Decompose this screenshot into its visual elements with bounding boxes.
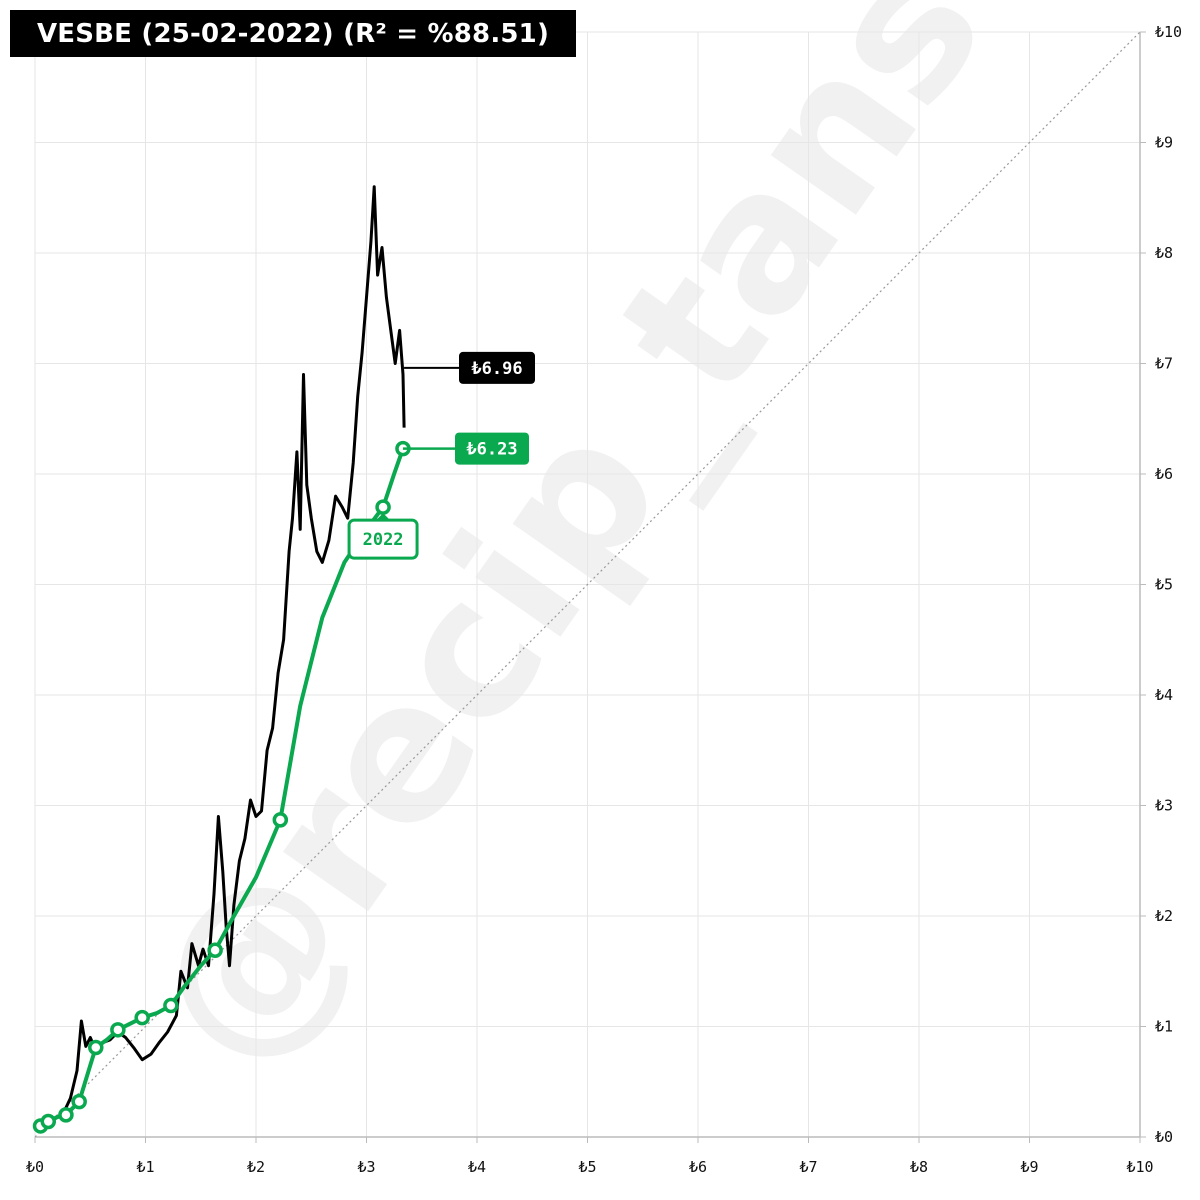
x-tick-label: ₺0 [26, 1158, 44, 1176]
x-tick-label: ₺1 [136, 1158, 154, 1176]
trend-point [58, 1107, 74, 1123]
chart-title: VESBE (25-02-2022) (R² = %88.51) [10, 10, 576, 57]
value-labels: ₺6.96 ₺6.23 2022 [347, 351, 535, 560]
x-axis-ticks: ₺0 ₺1 ₺2 ₺3 ₺4 ₺5 ₺6 ₺7 ₺8 ₺9 ₺10 [26, 1137, 1154, 1176]
x-tick-label: ₺7 [799, 1158, 817, 1176]
price-label-text: ₺6.96 [471, 359, 522, 379]
year-label-box [347, 518, 419, 560]
price-label-box [459, 351, 535, 384]
x-tick-label: ₺9 [1020, 1158, 1038, 1176]
x-tick-label: ₺10 [1126, 1158, 1153, 1176]
series-layer [32, 185, 411, 1134]
x-tick-label: ₺8 [910, 1158, 928, 1176]
x-tick-label: ₺4 [468, 1158, 486, 1176]
y-axis-ticks: ₺0 ₺1 ₺2 ₺3 ₺4 ₺5 ₺6 ₺7 ₺8 ₺9 ₺10 [1140, 23, 1182, 1146]
year-label-text: 2022 [363, 530, 404, 550]
x-tick-label: ₺2 [247, 1158, 265, 1176]
y-tick-label: ₺10 [1155, 23, 1182, 41]
y-tick-label: ₺0 [1155, 1128, 1173, 1146]
trend-point [71, 1093, 87, 1110]
y-tick-label: ₺3 [1155, 797, 1173, 815]
x-tick-label: ₺6 [689, 1158, 707, 1176]
y-tick-label: ₺5 [1155, 576, 1173, 594]
y-tick-label: ₺7 [1155, 355, 1173, 373]
y-tick-label: ₺1 [1155, 1018, 1173, 1036]
trend-point [272, 812, 289, 828]
y-tick-label: ₺4 [1155, 686, 1173, 704]
y-tick-label: ₺6 [1155, 465, 1173, 483]
trend-point [375, 499, 391, 515]
trend-point [88, 1039, 104, 1056]
trend-label-text: ₺6.23 [466, 440, 517, 460]
x-tick-label: ₺5 [578, 1158, 596, 1176]
y-tick-label: ₺8 [1155, 244, 1173, 262]
trend-label-box [455, 432, 529, 465]
x-tick-label: ₺3 [357, 1158, 375, 1176]
trend-point [40, 1113, 57, 1130]
trend-point [207, 942, 223, 959]
y-tick-label: ₺9 [1155, 134, 1173, 152]
trend-point [110, 1022, 126, 1038]
trend-point [134, 1009, 150, 1026]
trend-point [163, 997, 179, 1014]
y-tick-label: ₺2 [1155, 907, 1173, 925]
